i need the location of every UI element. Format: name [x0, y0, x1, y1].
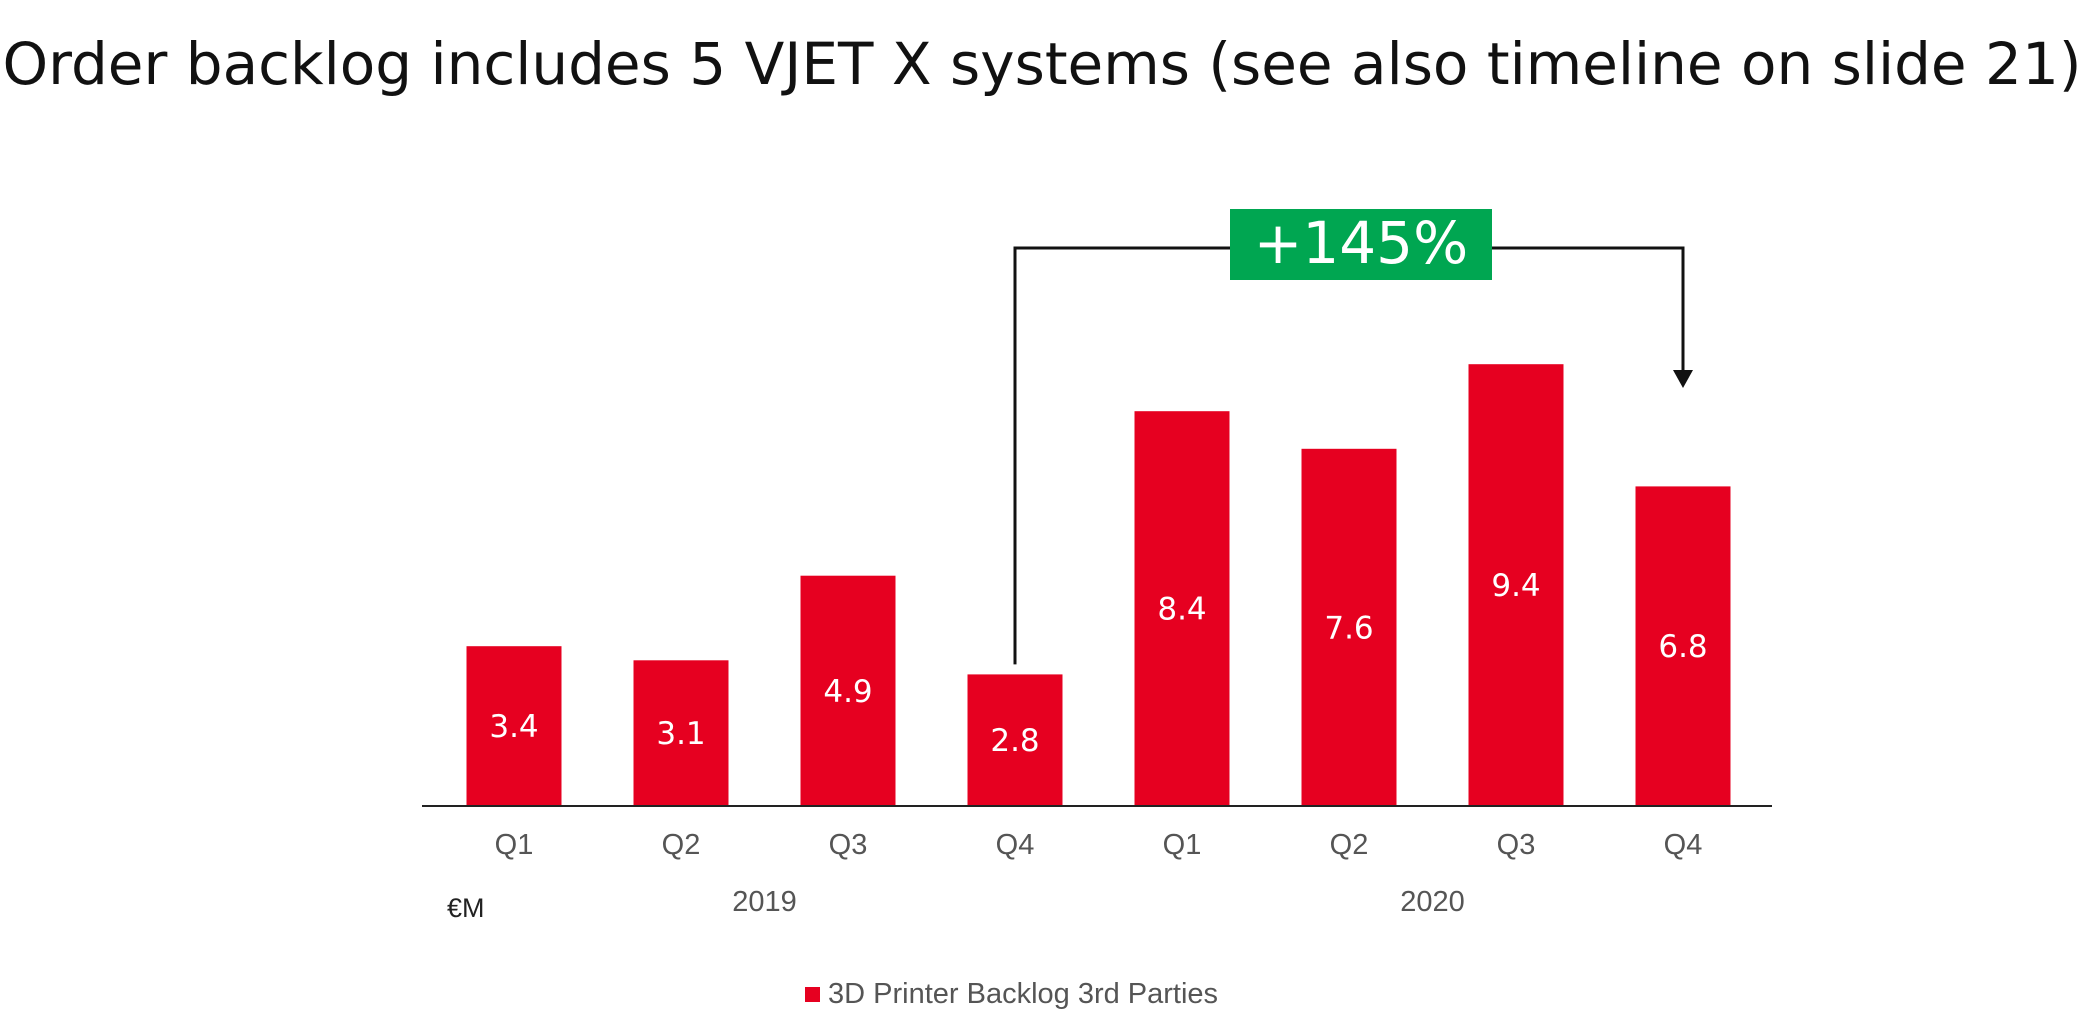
x-tick-label: Q1: [495, 829, 534, 861]
bar-value-label: 9.4: [1491, 568, 1540, 604]
bar-value-label: 7.6: [1324, 610, 1373, 646]
bar-value-label: 3.1: [656, 716, 705, 752]
x-tick-label: Q1: [1163, 829, 1202, 861]
bar-value-label: 8.4: [1157, 592, 1206, 628]
x-tick-label: Q2: [1330, 829, 1369, 861]
x-group-label: 2020: [1400, 886, 1465, 918]
growth-badge: [1230, 209, 1492, 280]
bar-8: [1635, 486, 1731, 806]
bar-value-label: 3.4: [489, 709, 538, 745]
x-tick-label: Q4: [996, 829, 1035, 861]
x-tick-label: Q3: [1497, 829, 1536, 861]
chart-legend: 3D Printer Backlog 3rd Parties: [805, 978, 1218, 1011]
bar-5: [1134, 411, 1230, 806]
bar-value-label: 6.8: [1658, 629, 1707, 665]
x-tick-label: Q2: [662, 829, 701, 861]
bar-2: [633, 660, 729, 806]
bar-value-label: 4.9: [823, 674, 872, 710]
slide-title: Order backlog includes 5 VJET X systems …: [2, 30, 2082, 98]
bar-3: [800, 575, 896, 806]
growth-badge-text: +145%: [1254, 209, 1468, 277]
bar-6: [1301, 448, 1397, 806]
legend-label: 3D Printer Backlog 3rd Parties: [828, 978, 1219, 1010]
legend-swatch: [805, 987, 820, 1002]
bars-layer: [422, 364, 1772, 807]
x-tick-label: Q4: [1664, 829, 1703, 861]
x-tick-label: Q3: [829, 829, 868, 861]
growth-arrowhead: [1673, 370, 1693, 388]
unit-label: €M: [447, 893, 485, 923]
bar-4: [967, 674, 1063, 806]
bar-1: [466, 646, 562, 806]
bar-7: [1468, 364, 1564, 806]
x-group-label: 2019: [732, 886, 797, 918]
bar-value-label: 2.8: [990, 723, 1039, 759]
labels-layer: 3.4 Q1 3.1 Q2 4.9 Q3 2.8 Q4 8.4 Q1 7.6 Q2 9.4 Q3 6.8 Q4…: [489, 568, 1707, 918]
growth-annotation: +145%: [1013, 209, 1693, 665]
